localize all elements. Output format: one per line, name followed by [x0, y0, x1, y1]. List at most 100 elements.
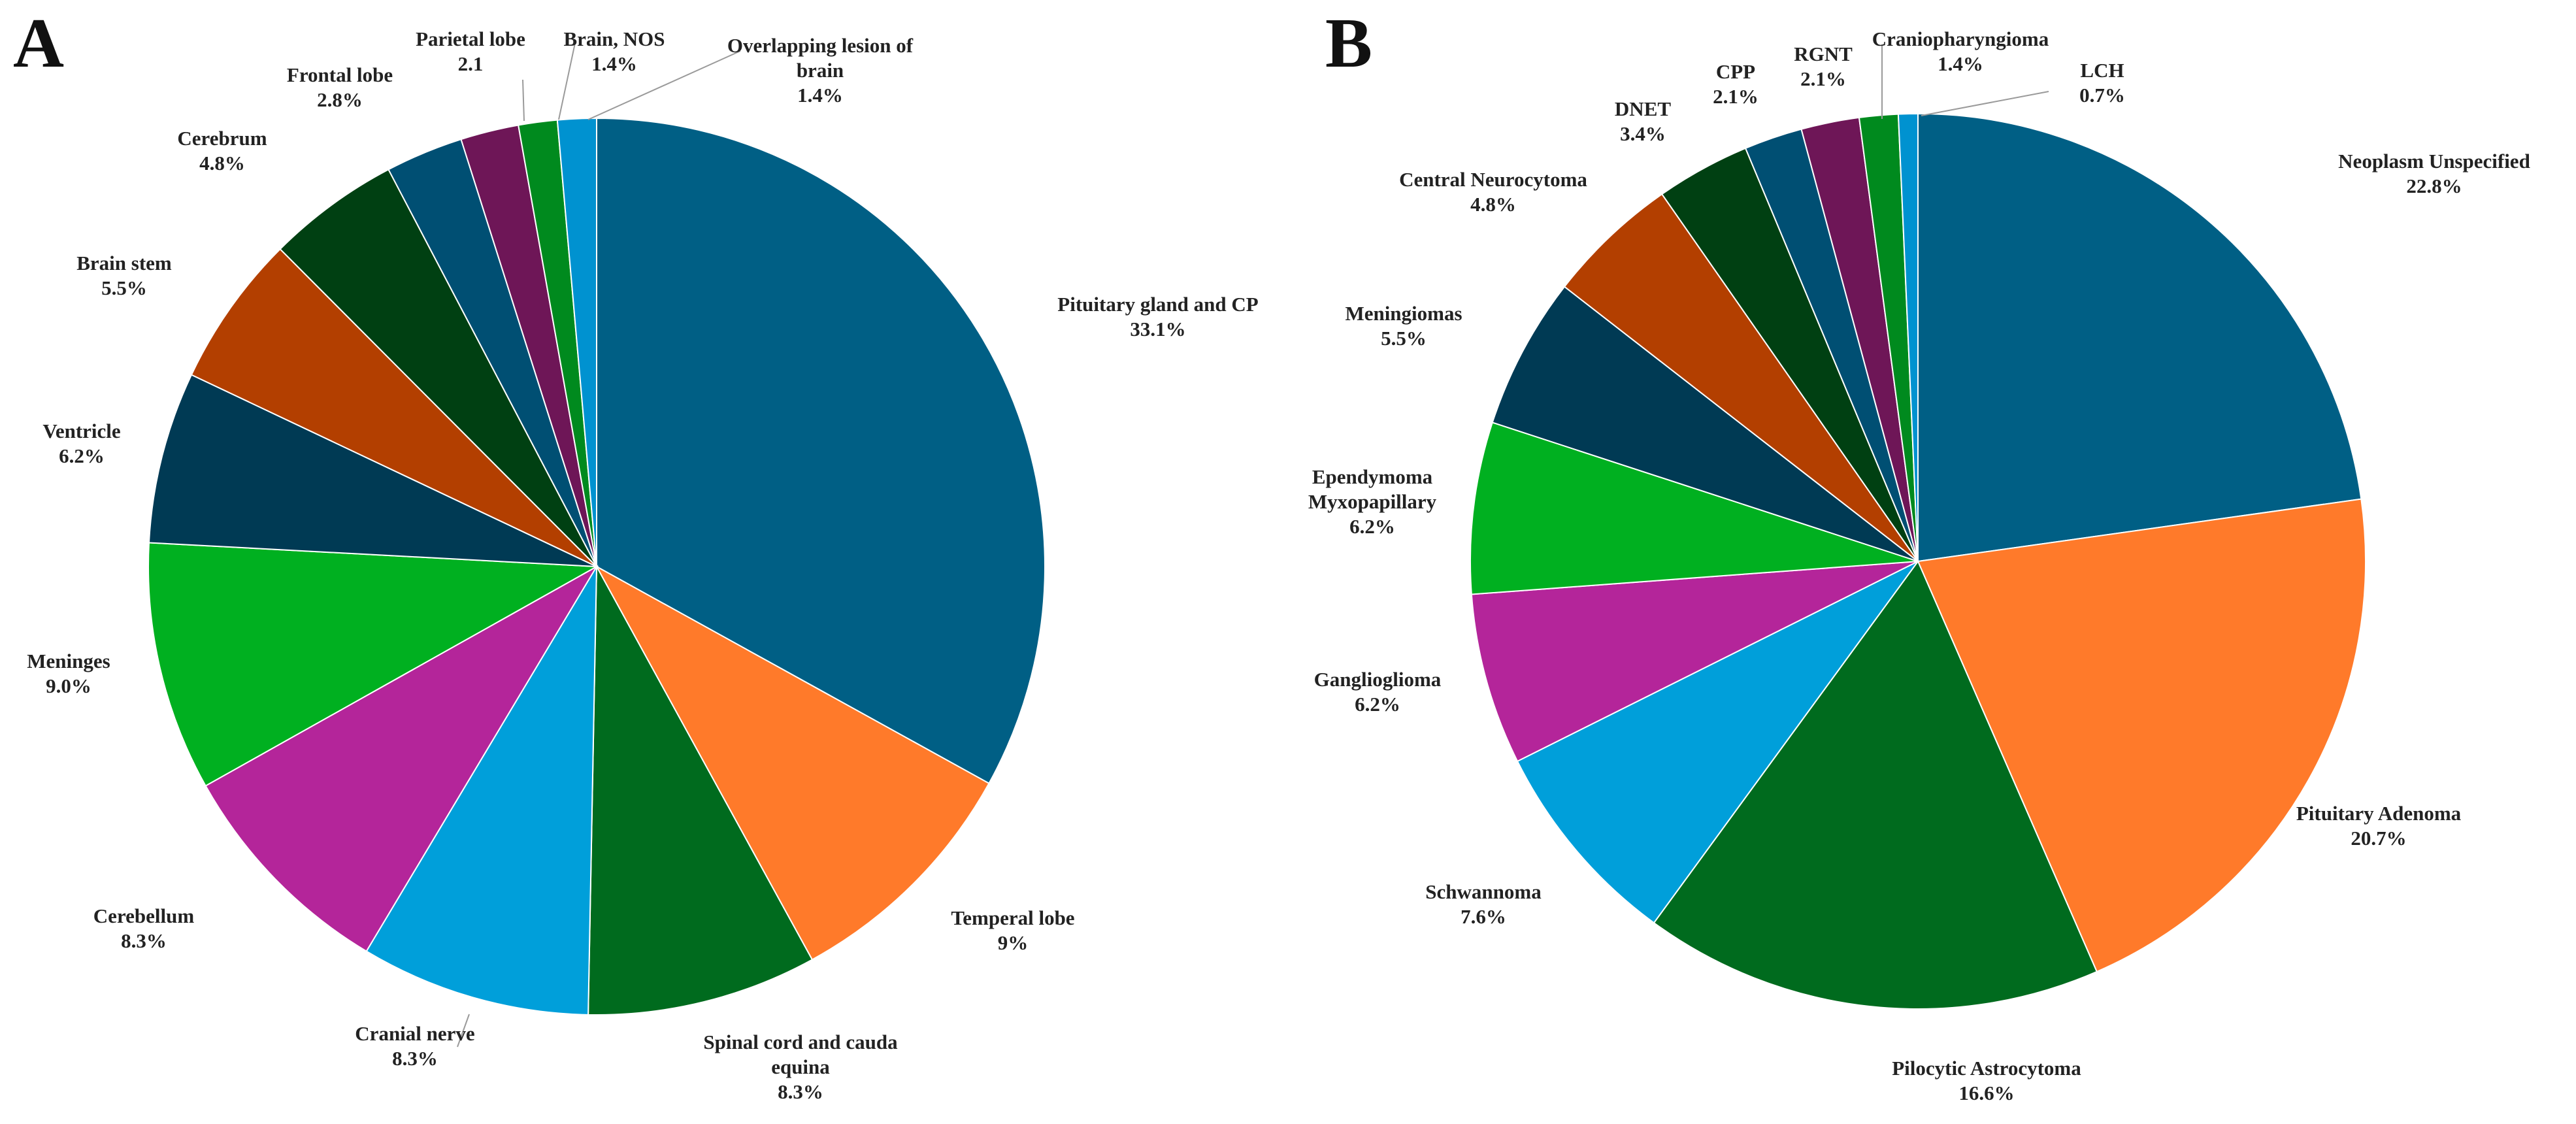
slice-name-label: DNET	[1615, 97, 1671, 120]
slice-name-label: Ventricle	[42, 420, 120, 442]
slice-label-brain-stem: Brain stem 5.5%	[76, 252, 172, 299]
slice-name-label: Schwannoma	[1425, 880, 1542, 903]
pie-b-slice-pilocytic-astrocytoma	[1653, 560, 2098, 1010]
slice-label-pituitary-gland-and-cp: Pituitary gland and CP 33.1%	[1057, 293, 1259, 340]
leader-line	[587, 50, 741, 120]
slice-value-label: 2.8%	[317, 88, 363, 111]
slice-value-label: 8.3%	[392, 1047, 438, 1070]
slice-value-label: 4.8%	[199, 152, 245, 174]
pie-b-slice-ependymoma-myxopapillary	[1470, 422, 1919, 595]
slice-value-label: 7.6%	[1461, 905, 1506, 928]
slice-label-cerebellum: Cerebellum 8.3%	[93, 904, 195, 952]
slice-value-label: 2.1%	[1800, 67, 1846, 90]
slice-value-label: 1.4%	[797, 84, 843, 107]
slice-label-ventricle: Ventricle 6.2%	[42, 420, 120, 467]
slice-value-label: 4.8%	[1470, 193, 1516, 216]
slice-name-label: Craniopharyngioma	[1872, 27, 2049, 50]
slice-label-brain-nos: Brain, NOS 1.4%	[563, 27, 665, 75]
slice-name-label: Central Neurocytoma	[1399, 168, 1587, 191]
pie-chart-b: Neoplasm Unspecified 22.8% Pituitary Adeno…	[1308, 27, 2530, 1104]
slice-value-label: 1.4%	[1938, 52, 1983, 75]
slice-label-parietal-lobe: Parietal lobe 2.1	[416, 27, 525, 75]
slice-name-label: CPP	[1716, 60, 1755, 83]
slice-name-label: Meninges	[27, 650, 110, 672]
pie-a-slice-cerebrum	[279, 169, 597, 567]
slice-label-lch: LCH 0.7%	[2079, 59, 2125, 107]
slice-name-label: Overlapping lesion of	[727, 34, 914, 57]
pie-b-slice-ganglioglioma	[1470, 561, 1919, 763]
slice-label-cranial-nerve: Cranial nerve 8.3%	[355, 1022, 474, 1070]
slice-name-label: Parietal lobe	[416, 27, 525, 50]
slice-name-label: Neoplasm Unspecified	[2338, 150, 2530, 173]
pie-a-slice-spinal-cord-and-cauda-equina	[587, 564, 814, 1016]
slice-name-label: equina	[771, 1055, 830, 1078]
pie-b-slice-pituitary-adenoma	[1917, 498, 2366, 973]
slice-label-spinal-cord-and-cauda-equina: Spinal cord and cauda equina 8.3%	[703, 1031, 898, 1103]
slice-label-meninges: Meninges 9.0%	[27, 650, 110, 697]
slice-value-label: 9%	[998, 931, 1029, 954]
pie-a-slice-temperal-lobe	[595, 565, 990, 961]
panel-a-letter: A	[13, 5, 64, 82]
slice-name-label: Pilocytic Astrocytoma	[1892, 1057, 2081, 1080]
slice-label-meningiomas: Meningiomas 5.5%	[1345, 302, 1462, 350]
slice-name-label: Ganglioglioma	[1314, 668, 1442, 691]
slice-name-label: Ependymoma	[1312, 465, 1433, 488]
pie-a-slice-cerebellum	[205, 565, 599, 953]
slice-name-label: RGNT	[1794, 42, 1853, 65]
slice-name-label: Pituitary Adenoma	[2296, 802, 2462, 825]
slice-value-label: 8.3%	[778, 1080, 823, 1103]
slice-value-label: 6.2%	[1355, 693, 1400, 716]
panel-b-letter: B	[1325, 5, 1372, 82]
slice-name-label: Brain stem	[76, 252, 172, 274]
slice-value-label: 2.1	[458, 52, 484, 75]
slice-label-dnet: DNET 3.4%	[1615, 97, 1671, 145]
slice-label-cerebrum: Cerebrum 4.8%	[177, 127, 267, 174]
pie-b-slice-schwannoma	[1516, 561, 1919, 924]
slice-label-overlapping-lesion-of-brain: Overlapping lesion of brain 1.4%	[727, 34, 914, 107]
slice-name-label: Frontal lobe	[287, 63, 393, 86]
slice-value-label: 33.1%	[1130, 318, 1185, 340]
slice-name-label: Temperal lobe	[951, 906, 1074, 929]
slice-name-label: Meningiomas	[1345, 302, 1462, 325]
slice-value-label: 20.7%	[2351, 827, 2406, 850]
slice-value-label: 9.0%	[46, 674, 91, 697]
slice-value-label: 2.1%	[1713, 85, 1759, 108]
slice-name-label: Cranial nerve	[355, 1022, 474, 1045]
pie-b-slice-lch	[1897, 112, 1919, 562]
slice-value-label: 0.7%	[2079, 84, 2125, 107]
leader-line	[522, 79, 525, 122]
pie-a-slice-cranial-nerve	[365, 564, 598, 1016]
slice-value-label: 5.5%	[101, 276, 147, 299]
slice-value-label: 6.2%	[1349, 515, 1395, 538]
slice-label-rgnt: RGNT 2.1%	[1794, 42, 1853, 90]
pie-b-slice-neoplasm-unspecified	[1917, 112, 2362, 563]
pie-chart-a: Pituitary gland and CP 33.1% Temperal lobe…	[27, 27, 1259, 1103]
slice-value-label: 16.6%	[1958, 1082, 2014, 1104]
slice-label-craniopharyngioma: Craniopharyngioma 1.4%	[1872, 27, 2049, 75]
leader-line	[558, 42, 576, 120]
slice-value-label: 22.8%	[2406, 174, 2462, 197]
slice-value-label: 6.2%	[59, 444, 105, 467]
slice-label-frontal-lobe: Frontal lobe 2.8%	[287, 63, 393, 111]
slice-label-neoplasm-unspecified: Neoplasm Unspecified 22.8%	[2338, 150, 2530, 197]
slice-name-label: Cerebellum	[93, 904, 195, 927]
slice-name-label: brain	[797, 59, 844, 82]
pie-b-slice-central-neurocytoma	[1563, 193, 1919, 562]
pie-a-slice-overlapping-lesion-of-brain	[556, 117, 597, 567]
slice-name-label: Spinal cord and cauda	[703, 1031, 898, 1053]
slice-label-temperal-lobe: Temperal lobe 9%	[951, 906, 1074, 954]
slice-name-label: Cerebrum	[177, 127, 267, 150]
slice-label-ganglioglioma: Ganglioglioma 6.2%	[1314, 668, 1442, 716]
slice-name-label: LCH	[2080, 59, 2124, 82]
pie-a-slice-brain-stem	[190, 248, 597, 567]
slice-value-label: 1.4%	[591, 52, 637, 75]
slice-value-label: 3.4%	[1620, 122, 1666, 145]
slice-value-label: 5.5%	[1381, 327, 1427, 350]
slice-name-label: Myxopapillary	[1308, 490, 1437, 513]
slice-name-label: Brain, NOS	[563, 27, 665, 50]
slice-label-ependymoma-myxopapillary: Ependymoma Myxopapillary 6.2%	[1308, 465, 1437, 538]
pie-b-slice-meningiomas	[1491, 286, 1919, 562]
slice-label-central-neurocytoma: Central Neurocytoma 4.8%	[1399, 168, 1587, 216]
slice-label-pituitary-adenoma: Pituitary Adenoma 20.7%	[2296, 802, 2462, 850]
